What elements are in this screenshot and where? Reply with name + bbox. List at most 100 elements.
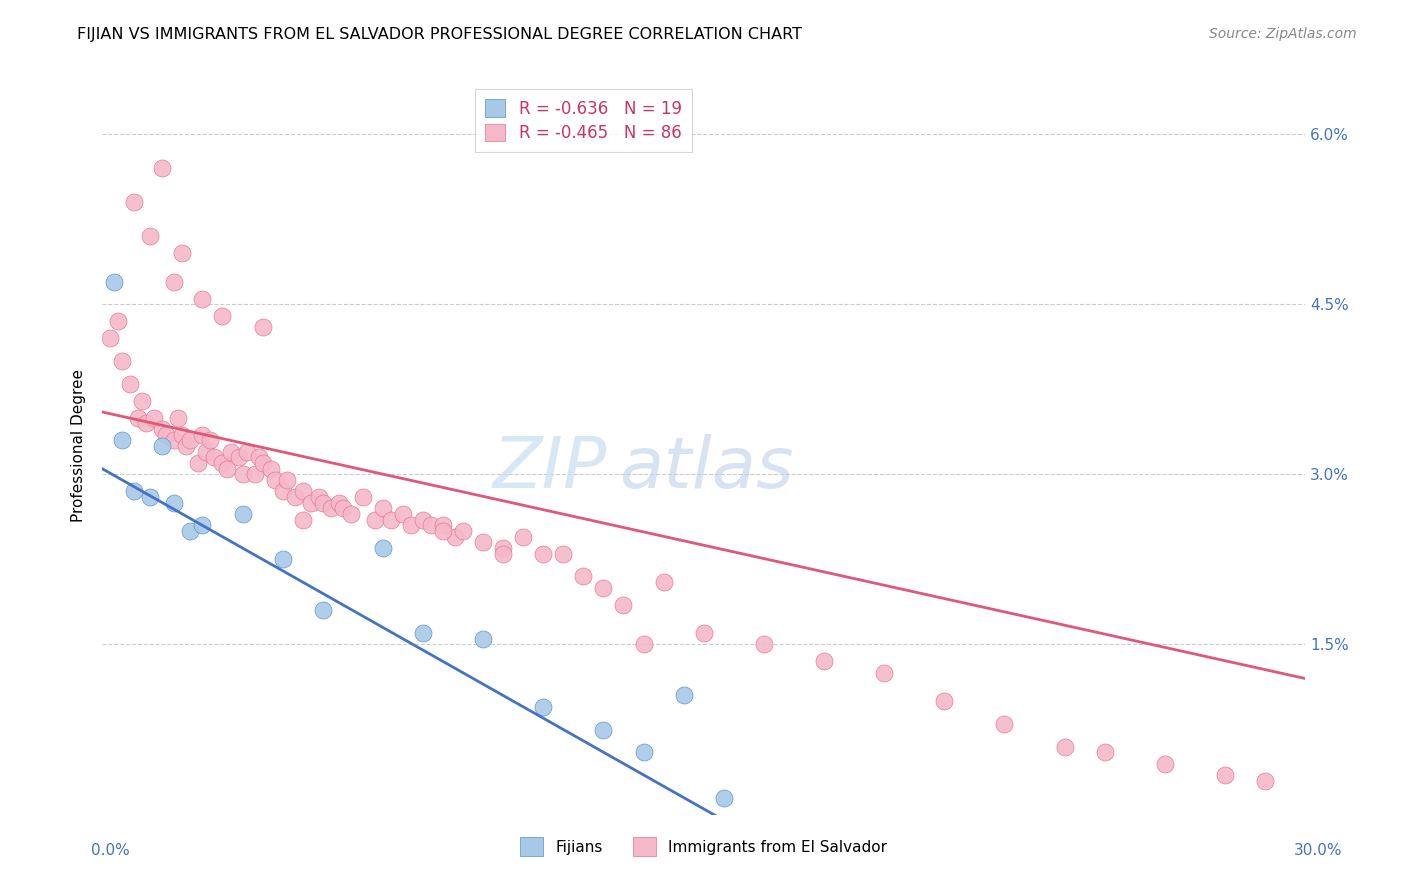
Point xyxy=(219,444,242,458)
Point xyxy=(150,422,173,436)
Point xyxy=(1094,745,1116,759)
Point xyxy=(215,461,238,475)
Point xyxy=(111,354,134,368)
Point xyxy=(340,507,363,521)
Text: 0.0%: 0.0% xyxy=(91,843,131,858)
Point xyxy=(531,699,554,714)
Point xyxy=(124,484,146,499)
Point xyxy=(120,376,142,391)
Point xyxy=(572,569,595,583)
Point xyxy=(412,626,434,640)
Point xyxy=(633,637,655,651)
Point xyxy=(103,275,125,289)
Point xyxy=(332,501,354,516)
Point xyxy=(1153,756,1175,771)
Point xyxy=(312,603,335,617)
Point xyxy=(399,518,422,533)
Point xyxy=(263,473,285,487)
Y-axis label: Professional Degree: Professional Degree xyxy=(72,369,86,523)
Point xyxy=(150,161,173,176)
Point xyxy=(319,501,342,516)
Point xyxy=(633,745,655,759)
Point xyxy=(1213,768,1236,782)
Point xyxy=(191,518,214,533)
Point xyxy=(291,484,314,499)
Point xyxy=(291,513,314,527)
Point xyxy=(127,410,149,425)
Point xyxy=(252,456,274,470)
Point xyxy=(150,439,173,453)
Point xyxy=(143,410,166,425)
Text: FIJIAN VS IMMIGRANTS FROM EL SALVADOR PROFESSIONAL DEGREE CORRELATION CHART: FIJIAN VS IMMIGRANTS FROM EL SALVADOR PR… xyxy=(77,27,803,42)
Point xyxy=(179,434,201,448)
Point xyxy=(235,444,257,458)
Point xyxy=(124,195,146,210)
Point xyxy=(444,530,467,544)
Point xyxy=(652,575,675,590)
Point xyxy=(553,547,575,561)
Point xyxy=(432,518,454,533)
Point xyxy=(111,434,134,448)
Point xyxy=(371,501,394,516)
Point xyxy=(713,790,735,805)
Point xyxy=(531,547,554,561)
Point xyxy=(155,427,177,442)
Point xyxy=(252,320,274,334)
Point xyxy=(492,547,515,561)
Point xyxy=(472,632,495,646)
Point xyxy=(163,275,186,289)
Point xyxy=(276,473,298,487)
Point xyxy=(472,535,495,549)
Point xyxy=(271,552,294,566)
Point xyxy=(135,417,157,431)
Point xyxy=(139,229,162,244)
Point xyxy=(752,637,775,651)
Point xyxy=(813,655,835,669)
Point xyxy=(259,461,281,475)
Point xyxy=(172,246,194,260)
Point xyxy=(364,513,387,527)
Point xyxy=(308,490,330,504)
Point xyxy=(211,309,233,323)
Point xyxy=(191,427,214,442)
Point xyxy=(98,331,121,345)
Point xyxy=(179,524,201,538)
Text: Source: ZipAtlas.com: Source: ZipAtlas.com xyxy=(1209,27,1357,41)
Point xyxy=(187,456,209,470)
Point xyxy=(612,598,634,612)
Point xyxy=(195,444,218,458)
Point xyxy=(993,716,1015,731)
Point xyxy=(873,665,896,680)
Point xyxy=(512,530,534,544)
Point xyxy=(176,439,198,453)
Point xyxy=(1254,773,1277,788)
Point xyxy=(672,689,695,703)
Point xyxy=(328,496,350,510)
Point xyxy=(492,541,515,555)
Point xyxy=(228,450,250,465)
Point xyxy=(1053,739,1076,754)
Point xyxy=(592,581,614,595)
Point xyxy=(371,541,394,555)
Point xyxy=(934,694,956,708)
Point xyxy=(204,450,226,465)
Point xyxy=(380,513,402,527)
Legend: R = -0.636   N = 19, R = -0.465   N = 86: R = -0.636 N = 19, R = -0.465 N = 86 xyxy=(475,89,692,153)
Point xyxy=(232,507,254,521)
Point xyxy=(107,314,129,328)
Point xyxy=(392,507,415,521)
Text: 30.0%: 30.0% xyxy=(1295,843,1343,858)
Point xyxy=(163,434,186,448)
Point xyxy=(451,524,474,538)
Text: atlas: atlas xyxy=(620,434,794,502)
Point xyxy=(352,490,374,504)
Point xyxy=(243,467,266,482)
Point xyxy=(692,626,714,640)
Point xyxy=(412,513,434,527)
Point xyxy=(172,427,194,442)
Point xyxy=(167,410,190,425)
Point xyxy=(299,496,322,510)
Point xyxy=(191,292,214,306)
Point xyxy=(131,393,153,408)
Point xyxy=(420,518,443,533)
